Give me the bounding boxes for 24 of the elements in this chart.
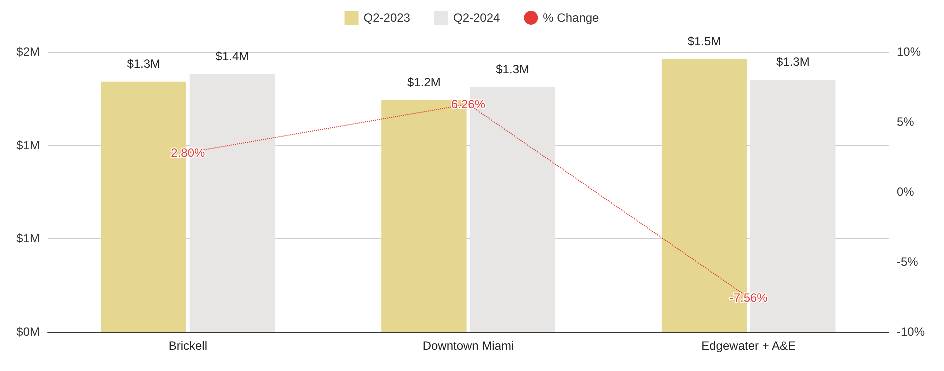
legend-label: Q2-2023 <box>364 11 411 25</box>
legend-label: % Change <box>543 11 600 25</box>
data-label: $1.3M <box>127 56 161 71</box>
legend-label: Q2-2024 <box>453 11 501 25</box>
y2-tick-label: 5% <box>897 115 915 129</box>
y-tick-label: $1M <box>16 138 40 152</box>
data-label: $1.5M <box>688 34 722 48</box>
y-tick-label: $0M <box>16 325 40 339</box>
y2-tick-label: 0% <box>897 185 915 199</box>
data-label: 2.80% <box>171 146 206 160</box>
y2-tick-label: -5% <box>897 255 919 269</box>
x-tick-label: Edgewater + A&E <box>702 339 796 353</box>
data-label: $1.3M <box>496 62 530 76</box>
y2-tick-label: -10% <box>897 325 926 339</box>
data-label: $1.4M <box>216 49 250 64</box>
data-label: $1.3M <box>776 55 810 69</box>
x-tick-label: Brickell <box>168 339 208 353</box>
data-label: $1.2M <box>408 76 441 90</box>
y2-tick-label: 10% <box>897 45 922 59</box>
y-tick-label: $2M <box>16 45 40 59</box>
x-tick-label: Downtown Miami <box>422 339 514 353</box>
data-label: -7.56% <box>730 290 768 305</box>
data-label: 6.26% <box>451 97 486 112</box>
y-tick-label: $1M <box>16 232 40 246</box>
